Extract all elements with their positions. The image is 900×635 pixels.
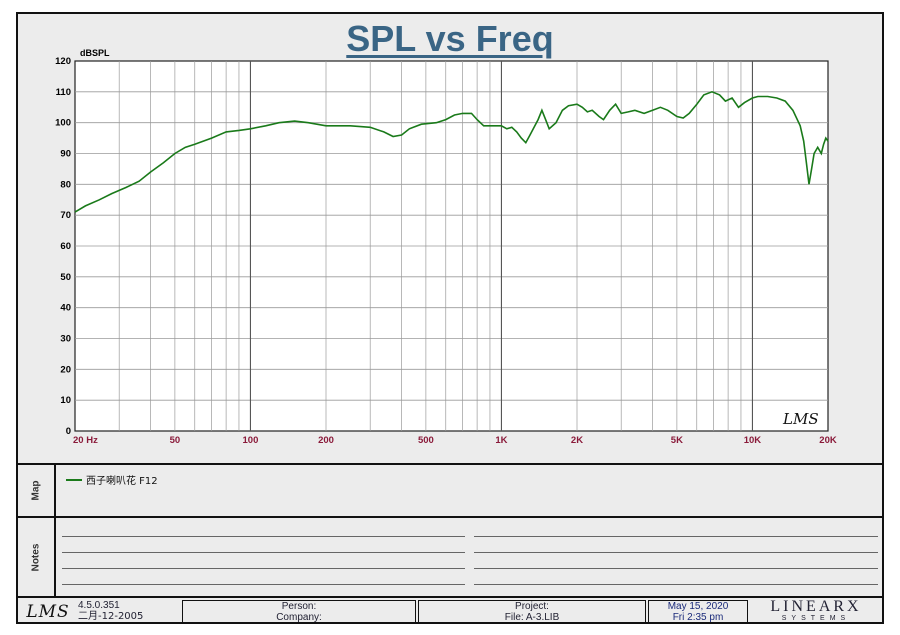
y-tick-label: 20 [60, 364, 71, 375]
version-text: 4.5.0.351 [78, 600, 120, 611]
legend-entry: 西子喇叭花 F12 [66, 472, 158, 487]
legend-swatch [66, 478, 82, 481]
x-tick-label: 500 [418, 435, 434, 446]
file-label: File: A-3.LIB [504, 612, 560, 623]
brand-sub-text: SYSTEMS [781, 615, 851, 622]
date-text: May 15, 2020 [667, 601, 729, 612]
footer-brand-cell: LINEARX SYSTEMS [750, 598, 882, 624]
note-line [62, 584, 465, 585]
y-tick-label: 80 [60, 179, 71, 190]
footer-date-cell: May 15, 2020 Fri 2:35 pm [648, 600, 748, 624]
note-line [474, 536, 878, 537]
y-axis-label: dBSPL [80, 48, 110, 58]
map-side-label: Map [18, 465, 56, 516]
note-line [474, 568, 878, 569]
x-tick-label: 100 [243, 435, 259, 446]
x-tick-label: 5K [671, 435, 683, 446]
notes-panel: Notes [18, 516, 884, 596]
x-tick-label: 20 Hz [73, 435, 98, 446]
spl-curve [74, 90, 829, 213]
chart-title: SPL vs Freq [346, 18, 554, 59]
footer: LMS 4.5.0.351 二月-12-2005 Person: Company… [18, 596, 884, 626]
footer-person-cell: Person: Company: [182, 600, 416, 624]
y-tick-label: 0 [66, 426, 71, 437]
x-tick-label: 2K [571, 435, 583, 446]
y-tick-label: 110 [56, 87, 71, 98]
y-tick-label: 60 [60, 241, 71, 252]
note-line [474, 552, 878, 553]
x-tick-label: 10K [744, 435, 762, 446]
y-tick-label: 50 [60, 272, 71, 283]
y-tick-label: 10 [60, 395, 71, 406]
grid [74, 60, 829, 432]
time-text: Fri 2:35 pm [672, 612, 724, 623]
note-line [62, 568, 465, 569]
y-tick-label: 40 [60, 303, 71, 314]
x-tick-label: 200 [318, 435, 334, 446]
notes-side-label: Notes [18, 518, 56, 596]
x-tick-label: 50 [170, 435, 181, 446]
footer-project-cell: Project: File: A-3.LIB [418, 600, 646, 624]
map-panel: Map [18, 463, 884, 516]
footer-version-cell: 4.5.0.351 二月-12-2005 [78, 600, 182, 624]
note-line [62, 536, 465, 537]
y-tick-label: 120 [55, 56, 71, 67]
note-line [474, 584, 878, 585]
y-axis-ticks: 0 10 20 30 40 50 60 70 80 90 100 110 120 [55, 56, 71, 437]
note-line [62, 552, 465, 553]
y-tick-label: 100 [55, 118, 71, 129]
project-label: Project: [515, 601, 549, 612]
x-tick-label: 1K [495, 435, 507, 446]
person-label: Person: [281, 601, 317, 612]
company-label: Company: [276, 612, 322, 623]
brand-text: LINEARX [770, 598, 862, 615]
build-date-text: 二月-12-2005 [78, 611, 144, 622]
y-tick-label: 30 [60, 334, 71, 345]
lms-logo: LMS [26, 602, 70, 622]
plot-lms-logo: LMS [782, 410, 819, 428]
y-tick-label: 90 [60, 149, 71, 160]
x-axis-ticks: 20 Hz 50 100 200 500 1K 2K 5K 10K 20K [73, 435, 837, 446]
legend-label: 西子喇叭花 F12 [86, 476, 158, 487]
y-tick-label: 70 [60, 210, 71, 221]
x-tick-label: 20K [819, 435, 837, 446]
footer-logo-cell: LMS [18, 600, 78, 624]
